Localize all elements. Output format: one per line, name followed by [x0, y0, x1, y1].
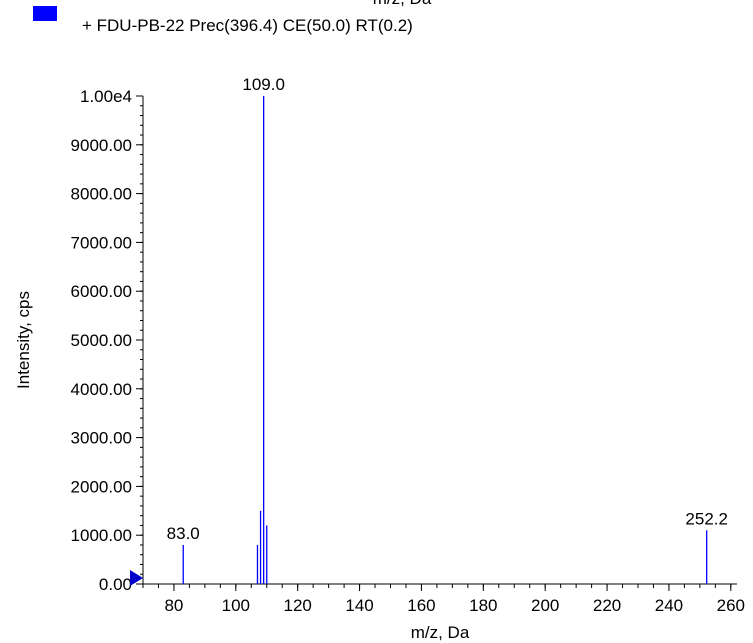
y-tick-label: 7000.00 [71, 233, 132, 252]
peak-label: 109.0 [242, 75, 285, 94]
x-tick-label: 160 [407, 596, 435, 615]
y-tick-label: 4000.00 [71, 380, 132, 399]
y-axis-ticks: 0.00 1000.00 2000.00 3000.00 4000.00 5000.00 6… [71, 87, 143, 594]
y-axis-label: Intensity, cps [14, 291, 33, 389]
x-axis-label: m/z, Da [411, 623, 470, 642]
x-tick-label: 100 [222, 596, 250, 615]
y-tick-label: 2000.00 [71, 477, 132, 496]
x-tick-label: 200 [531, 596, 559, 615]
peak-label: 252.2 [685, 509, 728, 528]
peak-labels: 83.0 109.0 252.2 [167, 75, 728, 543]
legend-swatch [33, 6, 57, 21]
x-axis-ticks: 80 100 120 140 160 180 200 220 240 260 [164, 584, 745, 615]
x-tick-label: 120 [284, 596, 312, 615]
x-tick-label: 240 [655, 596, 683, 615]
legend: + FDU-PB-22 Prec(396.4) CE(50.0) RT(0.2) [33, 6, 413, 35]
y-tick-label: 8000.00 [71, 185, 132, 204]
legend-entry: + FDU-PB-22 Prec(396.4) CE(50.0) RT(0.2) [82, 16, 413, 35]
x-tick-label: 260 [717, 596, 745, 615]
x-minor-ticks [142, 584, 732, 588]
origin-marker-icon[interactable] [130, 570, 143, 586]
y-tick-label: 0.00 [99, 575, 132, 594]
peak-label: 83.0 [167, 524, 200, 543]
x-tick-label: 220 [593, 596, 621, 615]
y-tick-label: 1000.00 [71, 526, 132, 545]
y-tick-label: 3000.00 [71, 429, 132, 448]
y-tick-label: 5000.00 [71, 331, 132, 350]
spectrum-peaks [182, 96, 708, 584]
clipped-title: m/z, Da [373, 0, 432, 8]
x-tick-label: 80 [164, 596, 183, 615]
y-tick-label: 1.00e4 [80, 87, 132, 106]
x-tick-label: 180 [469, 596, 497, 615]
y-tick-label: 9000.00 [71, 136, 132, 155]
y-tick-label: 6000.00 [71, 282, 132, 301]
x-tick-label: 140 [345, 596, 373, 615]
